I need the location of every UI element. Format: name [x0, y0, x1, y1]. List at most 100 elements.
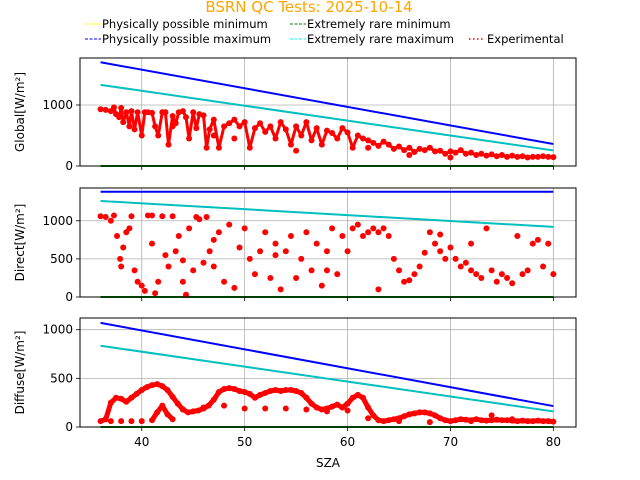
experimental-point — [406, 152, 413, 159]
experimental-point — [131, 267, 138, 274]
experimental-point — [172, 248, 179, 255]
experimental-point — [426, 419, 433, 426]
legend-label: Experimental — [487, 32, 564, 46]
experimental-point — [272, 252, 279, 259]
experimental-point — [179, 257, 186, 264]
experimental-point — [293, 147, 300, 154]
experimental-point — [262, 405, 269, 412]
experimental-trace — [481, 228, 486, 278]
experimental-trace — [301, 232, 306, 259]
experimental-point — [169, 213, 176, 220]
experimental-point — [462, 259, 469, 266]
y-tick-label: 1000 — [42, 323, 73, 337]
experimental-trace — [332, 228, 337, 274]
experimental-point — [159, 213, 166, 220]
experimental-trace — [351, 133, 360, 150]
experimental-point — [390, 255, 397, 262]
limit-line-rare-max — [100, 344, 554, 413]
experimental-trace — [189, 228, 193, 270]
experimental-point — [421, 249, 428, 256]
experimental-point — [251, 271, 258, 278]
experimental-point — [118, 263, 125, 270]
experimental-point — [118, 418, 125, 425]
experimental-trace — [229, 225, 234, 288]
experimental-point — [504, 274, 511, 281]
panel-global: 0 1000 Global[W/m²] — [13, 57, 577, 173]
axes-frame — [79, 57, 577, 167]
experimental-point — [246, 255, 253, 262]
experimental-point — [134, 278, 141, 285]
experimental-point — [344, 407, 351, 414]
experimental-point — [102, 213, 109, 220]
y-tick-label: 0 — [65, 420, 73, 434]
y-tick-label: 1000 — [42, 214, 73, 228]
experimental-trace — [304, 120, 314, 142]
experimental-point — [478, 274, 485, 281]
experimental-point — [221, 278, 228, 285]
experimental-trace — [173, 216, 176, 251]
experimental-trace — [131, 216, 134, 270]
experimental-point — [196, 216, 203, 223]
experimental-point — [186, 225, 193, 232]
experimental-trace — [140, 110, 147, 137]
experimental-trace — [194, 112, 201, 130]
experimental-point — [318, 282, 325, 289]
experimental-point — [329, 225, 336, 232]
x-tick-label: 80 — [546, 435, 561, 449]
experimental-point — [380, 225, 387, 232]
experimental-point — [120, 244, 127, 251]
x-tick-label: 50 — [237, 435, 252, 449]
chart-title: BSRN QC Tests: 2025-10-14 — [205, 0, 412, 16]
experimental-trace — [289, 124, 298, 147]
y-axis-label: Direct[W/m²] — [13, 204, 27, 282]
experimental-point — [534, 236, 541, 243]
experimental-trace — [265, 232, 270, 278]
experimental-point — [272, 240, 279, 247]
experimental-point — [385, 233, 392, 240]
experimental-trace — [346, 130, 355, 150]
experimental-trace — [234, 247, 239, 287]
experimental-trace — [183, 260, 186, 294]
experimental-point — [165, 263, 172, 270]
legend-entry-rare-max: Extremely rare maximum — [290, 32, 454, 46]
experimental-trace — [320, 129, 329, 147]
experimental-point — [126, 225, 133, 232]
experimental-trace — [389, 236, 394, 259]
experimental-point — [416, 263, 423, 270]
experimental-point — [339, 233, 346, 240]
experimental-trace — [217, 124, 226, 150]
experimental-point — [406, 277, 413, 284]
experimental-point — [473, 271, 480, 278]
experimental-trace — [276, 244, 281, 290]
experimental-trace — [114, 215, 117, 236]
experimental-trace — [224, 225, 229, 282]
experimental-trace — [284, 127, 293, 147]
experimental-trace — [199, 219, 203, 262]
experimental-point — [452, 255, 459, 262]
experimental-trace — [245, 228, 250, 258]
y-axis-label: Global[W/m²] — [13, 72, 27, 152]
experimental-trace — [291, 236, 296, 278]
experimental-point — [365, 415, 372, 422]
experimental-point — [375, 286, 382, 293]
legend-entry-phys-max: Physically possible maximum — [85, 32, 271, 46]
experimental-point — [282, 248, 289, 255]
experimental-point — [241, 405, 248, 412]
experimental-point — [257, 248, 264, 255]
experimental-point — [236, 244, 243, 251]
experimental-point — [545, 240, 552, 247]
experimental-trace — [335, 126, 344, 141]
experimental-point — [411, 271, 418, 278]
experimental-point — [287, 233, 294, 240]
experimental-point — [293, 274, 300, 281]
experimental-point — [437, 248, 444, 255]
y-tick-label: 1000 — [42, 98, 73, 112]
experimental-point — [200, 259, 207, 266]
experimental-trace — [348, 228, 353, 251]
panel-diffuse: 0 500 1000 40 50 60 70 80 Diffuse[W/m²] — [13, 317, 577, 449]
experimental-trace — [187, 110, 195, 141]
x-tick-label: 40 — [134, 435, 149, 449]
panel-direct: 0 500 1000 Direct[W/m²] — [13, 187, 577, 304]
experimental-trace — [162, 216, 165, 255]
